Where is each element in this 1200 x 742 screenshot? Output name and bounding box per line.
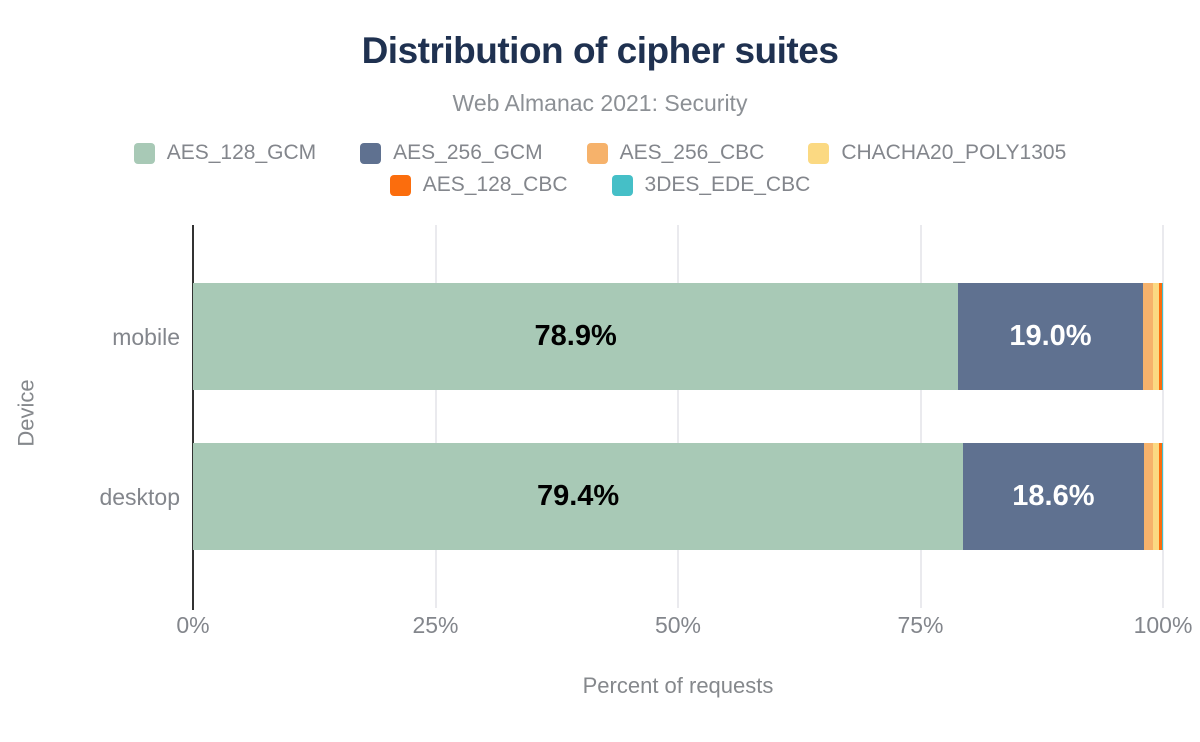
legend-swatch-icon bbox=[360, 142, 382, 164]
bar-segment-CHACHA20_POLY1305[interactable] bbox=[1153, 283, 1160, 390]
bar-segment-AES_128_CBC[interactable] bbox=[1159, 283, 1162, 390]
x-tick-label: 25% bbox=[412, 612, 459, 638]
legend-label: AES_128_GCM bbox=[166, 141, 317, 164]
bar-segment-AES_256_CBC[interactable] bbox=[1142, 283, 1154, 390]
legend-swatch-icon bbox=[611, 174, 633, 196]
gridline bbox=[434, 225, 437, 608]
x-axis-title: Percent of requests bbox=[582, 673, 774, 698]
data-label: 78.9% bbox=[534, 320, 617, 352]
bar-segment-AES_128_GCM[interactable]: 79.4% bbox=[193, 443, 964, 550]
y-axis-title: Device bbox=[12, 225, 42, 600]
gridline bbox=[919, 225, 922, 608]
bar-segment-CHACHA20_POLY1305[interactable] bbox=[1153, 443, 1160, 550]
legend-label: AES_256_GCM bbox=[393, 141, 543, 164]
legend: AES_128_GCM AES_256_GCM AES_256_CBC CHACHA2… bbox=[0, 141, 1200, 197]
legend-item-3DES_EDE_CBC: 3DES_EDE_CBC bbox=[611, 173, 811, 197]
data-label: 79.4% bbox=[536, 480, 620, 512]
bar-segment-3DES_EDE_CBC[interactable] bbox=[1162, 283, 1163, 390]
bar-desktop: 79.4% 18.6% bbox=[193, 443, 1163, 550]
legend-swatch-icon bbox=[133, 142, 155, 164]
chart-subtitle: Web Almanac 2021: Security bbox=[452, 90, 748, 116]
x-tick-label: 75% bbox=[897, 612, 944, 638]
legend-label: 3DES_EDE_CBC bbox=[644, 173, 811, 196]
bar-segment-AES_256_GCM[interactable]: 19.0% bbox=[958, 283, 1143, 390]
legend-item-AES_256_GCM: AES_256_GCM bbox=[360, 141, 543, 165]
gridline bbox=[677, 225, 679, 608]
bar-segment-AES_128_GCM[interactable]: 78.9% bbox=[193, 283, 959, 390]
legend-label: AES_256_CBC bbox=[619, 141, 765, 164]
legend-item-AES_128_GCM: AES_128_GCM bbox=[133, 141, 317, 165]
legend-row: AES_128_GCM AES_256_GCM AES_256_CBC CHACHA2… bbox=[133, 141, 1066, 165]
legend-swatch-icon bbox=[389, 174, 411, 196]
legend-label: AES_128_CBC bbox=[422, 173, 568, 196]
x-tick-label: 0% bbox=[176, 612, 210, 638]
legend-item-CHACHA20_POLY1305: CHACHA20_POLY1305 bbox=[808, 141, 1066, 165]
legend-label: CHACHA20_POLY1305 bbox=[841, 141, 1067, 164]
y-category-label-desktop: desktop bbox=[99, 483, 180, 510]
legend-row: AES_128_CBC 3DES_EDE_CBC bbox=[389, 173, 811, 197]
bar-mobile: 78.9% 19.0% bbox=[193, 283, 1163, 390]
data-label: 18.6% bbox=[1012, 480, 1095, 512]
legend-item-AES_128_CBC: AES_128_CBC bbox=[389, 173, 568, 197]
bar-segment-AES_128_CBC[interactable] bbox=[1159, 443, 1162, 550]
legend-item-AES_256_CBC: AES_256_CBC bbox=[586, 141, 765, 165]
gridline bbox=[1162, 225, 1164, 608]
y-axis-line bbox=[192, 225, 194, 610]
bar-segment-AES_256_GCM[interactable]: 18.6% bbox=[963, 443, 1144, 550]
bar-segment-AES_256_CBC[interactable] bbox=[1143, 443, 1154, 550]
bar-segment-3DES_EDE_CBC[interactable] bbox=[1161, 443, 1163, 550]
data-label: 19.0% bbox=[1009, 320, 1092, 352]
y-category-label-mobile: mobile bbox=[112, 323, 180, 350]
legend-swatch-icon bbox=[586, 142, 608, 164]
plot-area: 78.9% 19.0% mobile 79.4% 18.6% desktop 0% 25% 5… bbox=[14, 225, 1192, 698]
legend-swatch-icon bbox=[808, 142, 830, 164]
x-tick-label: 50% bbox=[654, 612, 702, 638]
chart-title: Distribution of cipher suites bbox=[361, 30, 839, 71]
y-axis-title-text: Device bbox=[14, 378, 39, 447]
x-tick-label: 100% bbox=[1133, 612, 1193, 638]
